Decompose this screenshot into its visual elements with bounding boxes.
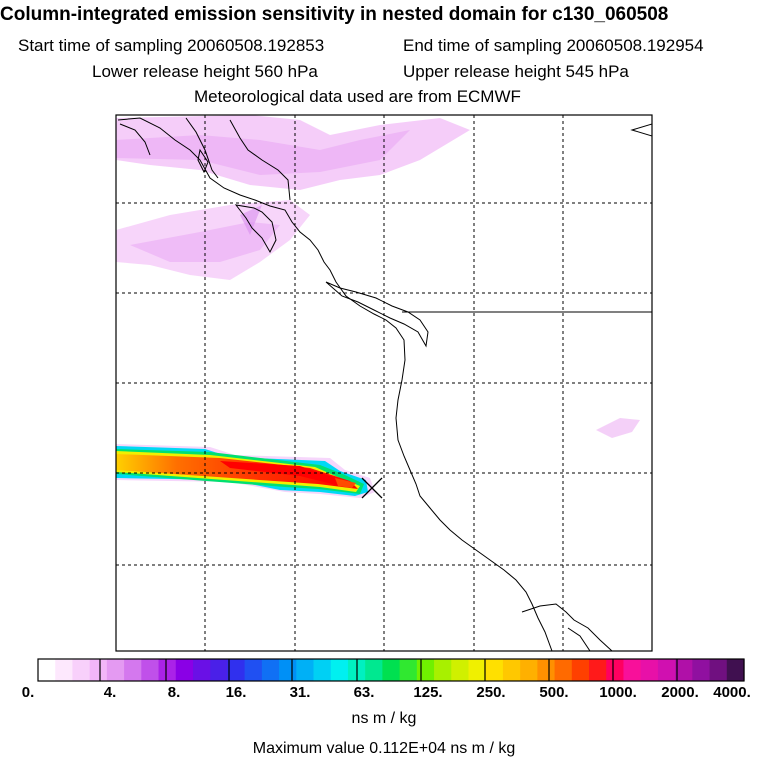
colorbar-cell xyxy=(296,659,315,681)
colorbar-units: ns m / kg xyxy=(351,710,417,727)
colorbar-cell xyxy=(589,659,607,681)
colorbar-cell xyxy=(210,659,229,681)
colorbar-label-4: 31. xyxy=(289,684,311,701)
colorbar xyxy=(38,659,745,681)
colorbar-cell xyxy=(640,659,659,681)
colorbar-label-9: 1000. xyxy=(599,684,637,701)
colorbar-cell xyxy=(192,659,211,681)
colorbar-cell xyxy=(382,659,401,681)
colorbar-cell xyxy=(571,659,590,681)
met-data-label: Meteorological data used are from ECMWF xyxy=(194,87,521,106)
colorbar-cell xyxy=(313,659,332,681)
colorbar-label-10: 2000. xyxy=(661,684,699,701)
sensitivity-plume xyxy=(116,444,375,498)
colorbar-cell xyxy=(399,659,418,681)
colorbar-cell xyxy=(675,659,693,681)
colorbar-label-8: 500. xyxy=(539,684,569,701)
map-frame xyxy=(115,114,653,652)
colorbar-cell xyxy=(451,659,470,681)
colorbar-ticks xyxy=(99,659,678,681)
colorbar-label-2: 8. xyxy=(167,684,181,701)
colorbar-cell xyxy=(623,659,642,681)
lower-release-label: Lower release height 560 hPa xyxy=(92,62,318,81)
colorbar-cell xyxy=(468,659,487,681)
colorbar-label-3: 16. xyxy=(225,684,247,701)
colorbar-cell xyxy=(726,659,745,681)
colorbar-cell xyxy=(227,659,246,681)
sensitivity-field-low xyxy=(116,115,640,438)
colorbar-cell xyxy=(89,659,108,681)
colorbar-label-11: 4000. xyxy=(713,684,751,701)
colorbar-label-6: 125. xyxy=(413,684,443,701)
colorbar-cell xyxy=(158,659,177,681)
lat-lon-grid xyxy=(116,115,652,651)
colorbar-label-7: 250. xyxy=(476,684,506,701)
colorbar-cell xyxy=(692,659,711,681)
colorbar-cell xyxy=(485,659,504,681)
colorbar-cell xyxy=(520,659,538,681)
plot-title: Column-integrated emission sensitivity i… xyxy=(0,4,669,25)
start-time-label: Start time of sampling 20060508.192853 xyxy=(18,36,325,55)
colorbar-cell xyxy=(502,659,521,681)
colorbar-cell xyxy=(537,659,556,681)
colorbar-cell xyxy=(657,659,676,681)
colorbar-cell xyxy=(365,659,383,681)
colorbar-cell xyxy=(330,659,349,681)
colorbar-cell xyxy=(416,659,435,681)
colorbar-cell xyxy=(72,659,91,681)
coastlines xyxy=(117,117,652,651)
colorbar-cell xyxy=(244,659,263,681)
colorbar-label-5: 63. xyxy=(353,684,375,701)
colorbar-cell xyxy=(55,659,74,681)
colorbar-cell xyxy=(141,659,160,681)
colorbar-cell xyxy=(554,659,573,681)
colorbar-cell xyxy=(106,659,125,681)
colorbar-cell xyxy=(709,659,728,681)
colorbar-cell xyxy=(175,659,194,681)
colorbar-label-1: 4. xyxy=(103,684,117,701)
colorbar-cell xyxy=(261,659,280,681)
map-panel xyxy=(116,115,652,651)
colorbar-cell xyxy=(279,659,297,681)
upper-release-label: Upper release height 545 hPa xyxy=(403,62,629,81)
colorbar-cell xyxy=(606,659,625,681)
colorbar-label-0: 0. xyxy=(21,684,35,701)
end-time-label: End time of sampling 20060508.192954 xyxy=(403,36,704,55)
release-site-x xyxy=(361,477,383,499)
colorbar-cell xyxy=(434,659,452,681)
colorbar-cell xyxy=(38,659,56,681)
max-value-label: Maximum value 0.112E+04 ns m / kg xyxy=(252,740,516,757)
colorbar-frame xyxy=(37,658,745,682)
colorbar-cell xyxy=(124,659,142,681)
